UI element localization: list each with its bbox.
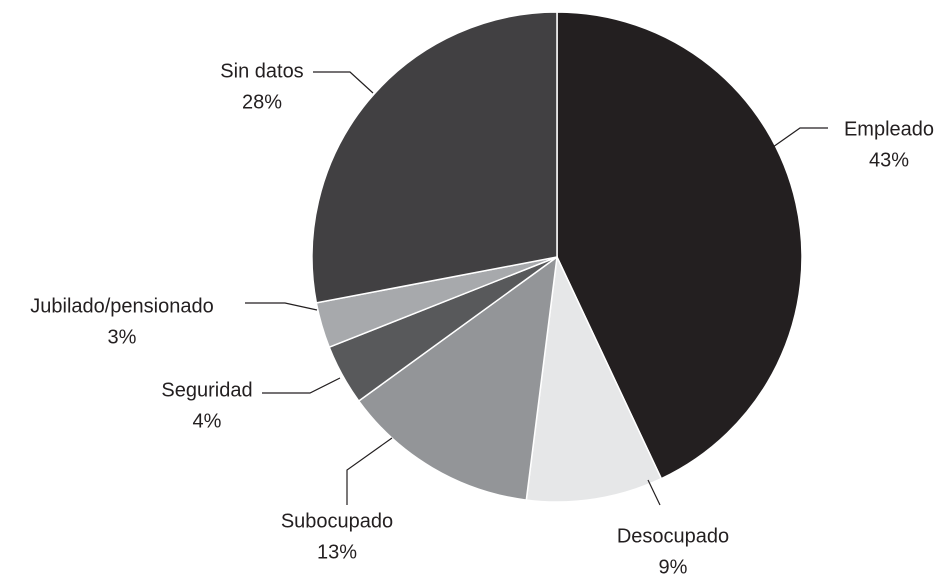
leader-line (313, 71, 374, 94)
slice-value-label: 9% (659, 556, 688, 575)
slice-label: Jubilado/pensionado (30, 295, 214, 317)
pie-slice (357, 255, 558, 501)
leader-line (772, 127, 828, 148)
leader-line (346, 437, 393, 505)
slice-label: Empleado (844, 118, 934, 140)
slice-label: Sin datos (220, 60, 303, 82)
slice-value-label: 3% (108, 326, 137, 348)
pie-slice (525, 254, 663, 503)
slice-label: Subocupado (281, 510, 393, 532)
pie-slice (311, 11, 558, 304)
slice-value-label: 4% (193, 410, 222, 432)
slice-value-label: 13% (317, 541, 357, 563)
leader-line (647, 479, 661, 506)
leader-line (245, 302, 318, 311)
slice-value-label: 28% (242, 91, 282, 113)
slice-value-label: 43% (869, 149, 909, 171)
leader-line (262, 377, 341, 394)
slice-label: Seguridad (161, 379, 252, 401)
slice-label: Desocupado (617, 525, 729, 547)
pie-slice (556, 11, 803, 480)
